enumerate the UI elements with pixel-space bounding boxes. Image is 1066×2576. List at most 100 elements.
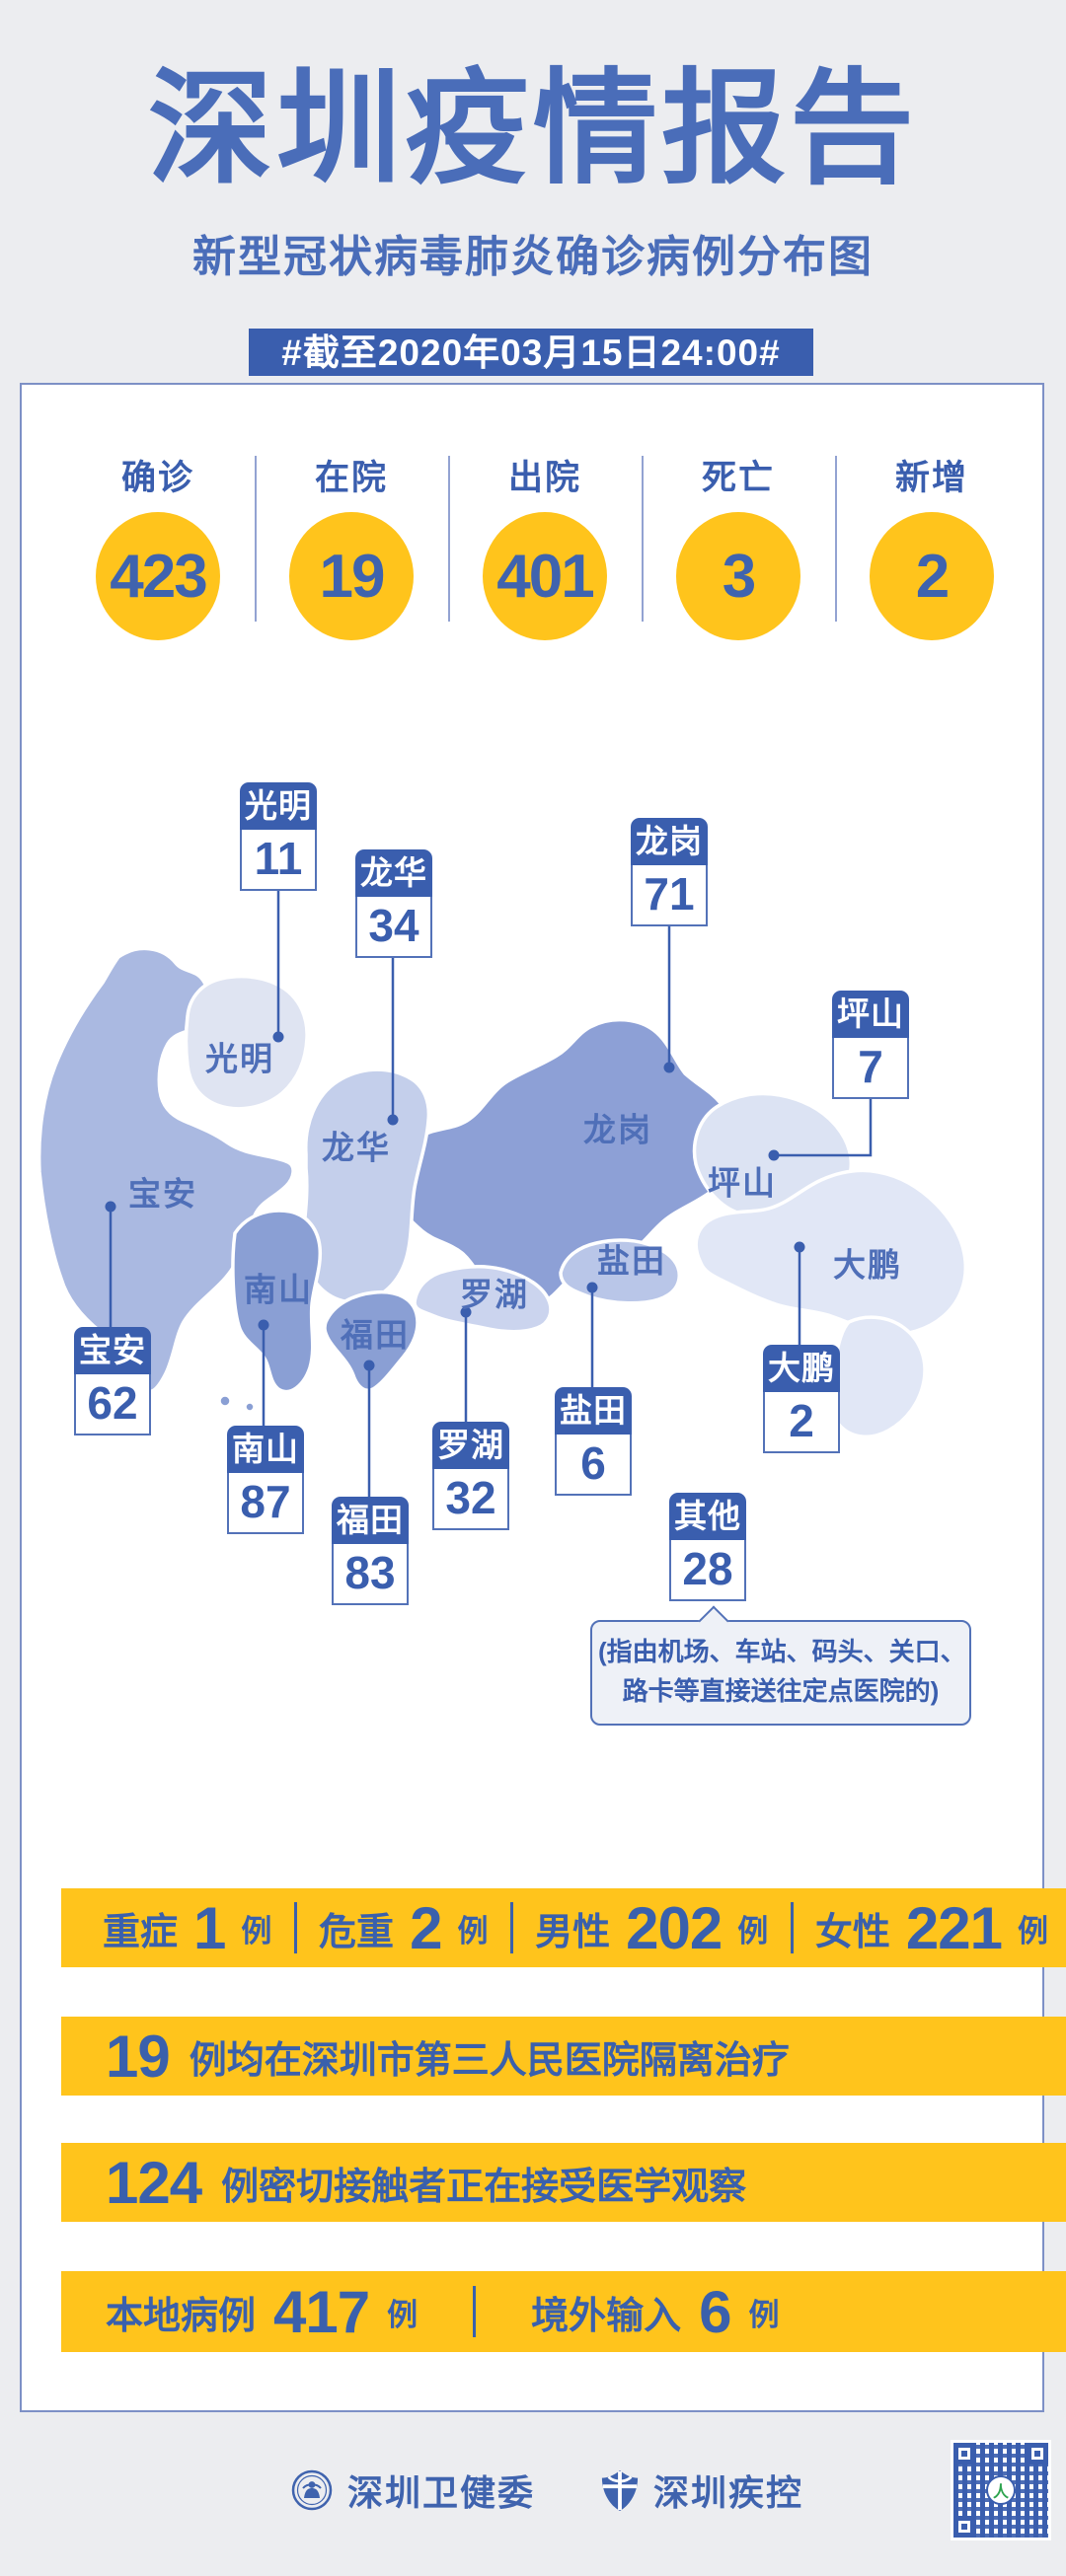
qr-finder-icon bbox=[953, 2443, 975, 2465]
org-name: 深圳卫健委 bbox=[347, 2472, 536, 2513]
stat-deaths: 死亡 3 bbox=[659, 450, 817, 640]
group-unit: 例 bbox=[737, 1913, 769, 1949]
callout-value: 62 bbox=[74, 1374, 151, 1435]
district-dapeng bbox=[694, 1168, 968, 1337]
divider bbox=[293, 1902, 297, 1953]
nanshan-islet bbox=[217, 1393, 233, 1409]
map-district-name: 大鹏 bbox=[833, 1247, 902, 1284]
group-label: 危重 bbox=[319, 1911, 395, 1953]
map-dot bbox=[272, 1031, 284, 1043]
stat-value: 19 bbox=[319, 542, 386, 611]
map-dot bbox=[460, 1306, 472, 1318]
divider bbox=[473, 2286, 477, 2337]
group-value: 2 bbox=[410, 1894, 442, 1961]
callout-name: 龙岗 bbox=[631, 818, 708, 865]
hospital-bar: 19 例均在深圳市第三人民医院隔离治疗 bbox=[61, 2017, 1066, 2096]
group-label: 女性 bbox=[814, 1911, 890, 1953]
stat-circle: 2 bbox=[870, 512, 994, 640]
callout-longgang: 龙岗 71 bbox=[631, 818, 708, 926]
callout-name: 光明 bbox=[240, 782, 317, 830]
divider bbox=[642, 456, 644, 622]
callout-value: 2 bbox=[763, 1392, 840, 1453]
map-dot bbox=[387, 1114, 399, 1126]
stat-label: 新增 bbox=[894, 459, 968, 497]
callout-name: 大鹏 bbox=[763, 1345, 840, 1392]
qr-finder-icon bbox=[953, 2516, 975, 2538]
group-value: 202 bbox=[626, 1894, 723, 1961]
observation-text: 例密切接触者正在接受医学观察 bbox=[221, 2166, 747, 2208]
stat-group: 女性 221 例 bbox=[815, 1894, 1048, 1962]
cdc-shield-icon bbox=[601, 2470, 639, 2511]
qr-center-logo-icon: 人 bbox=[986, 2475, 1016, 2505]
group-unit: 例 bbox=[457, 1913, 489, 1949]
stat-group: 男性 202 例 bbox=[535, 1894, 768, 1962]
callout-value: 6 bbox=[555, 1435, 632, 1496]
stat-circle: 423 bbox=[96, 512, 220, 640]
group-unit: 例 bbox=[748, 2297, 780, 2332]
callout-nanshan: 南山 87 bbox=[227, 1426, 304, 1534]
map-dot bbox=[363, 1360, 375, 1371]
stat-label: 在院 bbox=[314, 459, 388, 497]
qr-code: 人 bbox=[951, 2440, 1051, 2540]
map-dot bbox=[663, 1062, 675, 1073]
other-definition-note: (指由机场、车站、码头、关口、 路卡等直接送往定点医院的) bbox=[590, 1605, 971, 1726]
stat-value: 423 bbox=[110, 542, 207, 611]
stat-circle: 19 bbox=[289, 512, 414, 640]
qr-finder-icon bbox=[1027, 2443, 1048, 2465]
org-health-commission: 深圳卫健委 bbox=[290, 2465, 535, 2516]
stat-new: 新增 2 bbox=[853, 450, 1011, 640]
district-baoan bbox=[37, 946, 295, 1394]
date-banner: #截至2020年03月15日24:00# bbox=[249, 329, 813, 376]
page-subtitle: 新型冠状病毒肺炎确诊病例分布图 bbox=[192, 233, 874, 281]
divider bbox=[509, 1902, 513, 1953]
callout-yantian: 盐田 6 bbox=[555, 1387, 632, 1496]
group-unit: 例 bbox=[1018, 1913, 1048, 1949]
callout-name: 宝安 bbox=[74, 1327, 151, 1374]
callout-name: 福田 bbox=[332, 1497, 409, 1544]
map-district-name: 龙华 bbox=[322, 1130, 391, 1166]
district-luohu bbox=[413, 1265, 553, 1334]
callout-value: 34 bbox=[355, 897, 432, 958]
group-label: 重症 bbox=[103, 1911, 179, 1953]
group-value: 417 bbox=[273, 2278, 370, 2345]
hospital-count: 19 bbox=[106, 2023, 171, 2090]
stat-discharged: 出院 401 bbox=[466, 450, 624, 640]
district-guangming bbox=[184, 974, 309, 1111]
callout-value: 83 bbox=[332, 1544, 409, 1605]
note-text-line2: 路卡等直接送往定点医院的) bbox=[622, 1676, 940, 1707]
district-longhua bbox=[301, 1067, 431, 1304]
callout-value: 71 bbox=[631, 865, 708, 926]
callout-name: 南山 bbox=[227, 1426, 304, 1473]
divider bbox=[255, 456, 257, 622]
map-dot bbox=[794, 1241, 805, 1253]
group-unit: 例 bbox=[241, 1913, 272, 1949]
stat-group: 重症 1 例 bbox=[103, 1894, 271, 1962]
map-dot bbox=[258, 1319, 269, 1331]
group-label: 境外输入 bbox=[531, 2295, 682, 2337]
hospital-text: 例均在深圳市第三人民医院隔离治疗 bbox=[189, 2039, 790, 2082]
nanshan-islet bbox=[243, 1400, 257, 1414]
note-text-line1: (指由机场、车站、码头、关口、 bbox=[598, 1637, 966, 1666]
district-dapeng-peninsula bbox=[825, 1315, 927, 1438]
stat-label: 确诊 bbox=[120, 459, 194, 497]
callout-name: 罗湖 bbox=[432, 1422, 509, 1469]
org-cdc: 深圳疾控 bbox=[600, 2465, 803, 2516]
map-district-name: 福田 bbox=[340, 1317, 410, 1354]
page-title: 深圳疫情报告 bbox=[148, 59, 918, 198]
group-unit: 例 bbox=[387, 2297, 419, 2332]
map-district-name: 龙岗 bbox=[583, 1112, 652, 1148]
callout-guangming: 光明 11 bbox=[240, 782, 317, 891]
origin-bar: 本地病例 417 例 境外输入 6 例 bbox=[61, 2271, 1066, 2352]
divider bbox=[790, 1902, 794, 1953]
map-dot bbox=[105, 1201, 116, 1213]
stat-group: 危重 2 例 bbox=[319, 1894, 488, 1962]
callout-value: 87 bbox=[227, 1473, 304, 1534]
map-dot bbox=[586, 1282, 598, 1293]
stat-label: 死亡 bbox=[701, 459, 775, 497]
org-name: 深圳疾控 bbox=[653, 2472, 804, 2513]
stat-label: 出院 bbox=[507, 459, 581, 497]
district-futian bbox=[323, 1289, 419, 1392]
shenzhen-district-map: 光明 宝安 龙华 龙岗 南山 福田 罗湖 盐田 坪山 大鹏 bbox=[37, 887, 968, 1497]
severity-gender-bar: 重症 1 例 危重 2 例 男性 202 例 女性 221 例 bbox=[61, 1888, 1066, 1967]
group-value: 221 bbox=[905, 1894, 1003, 1961]
